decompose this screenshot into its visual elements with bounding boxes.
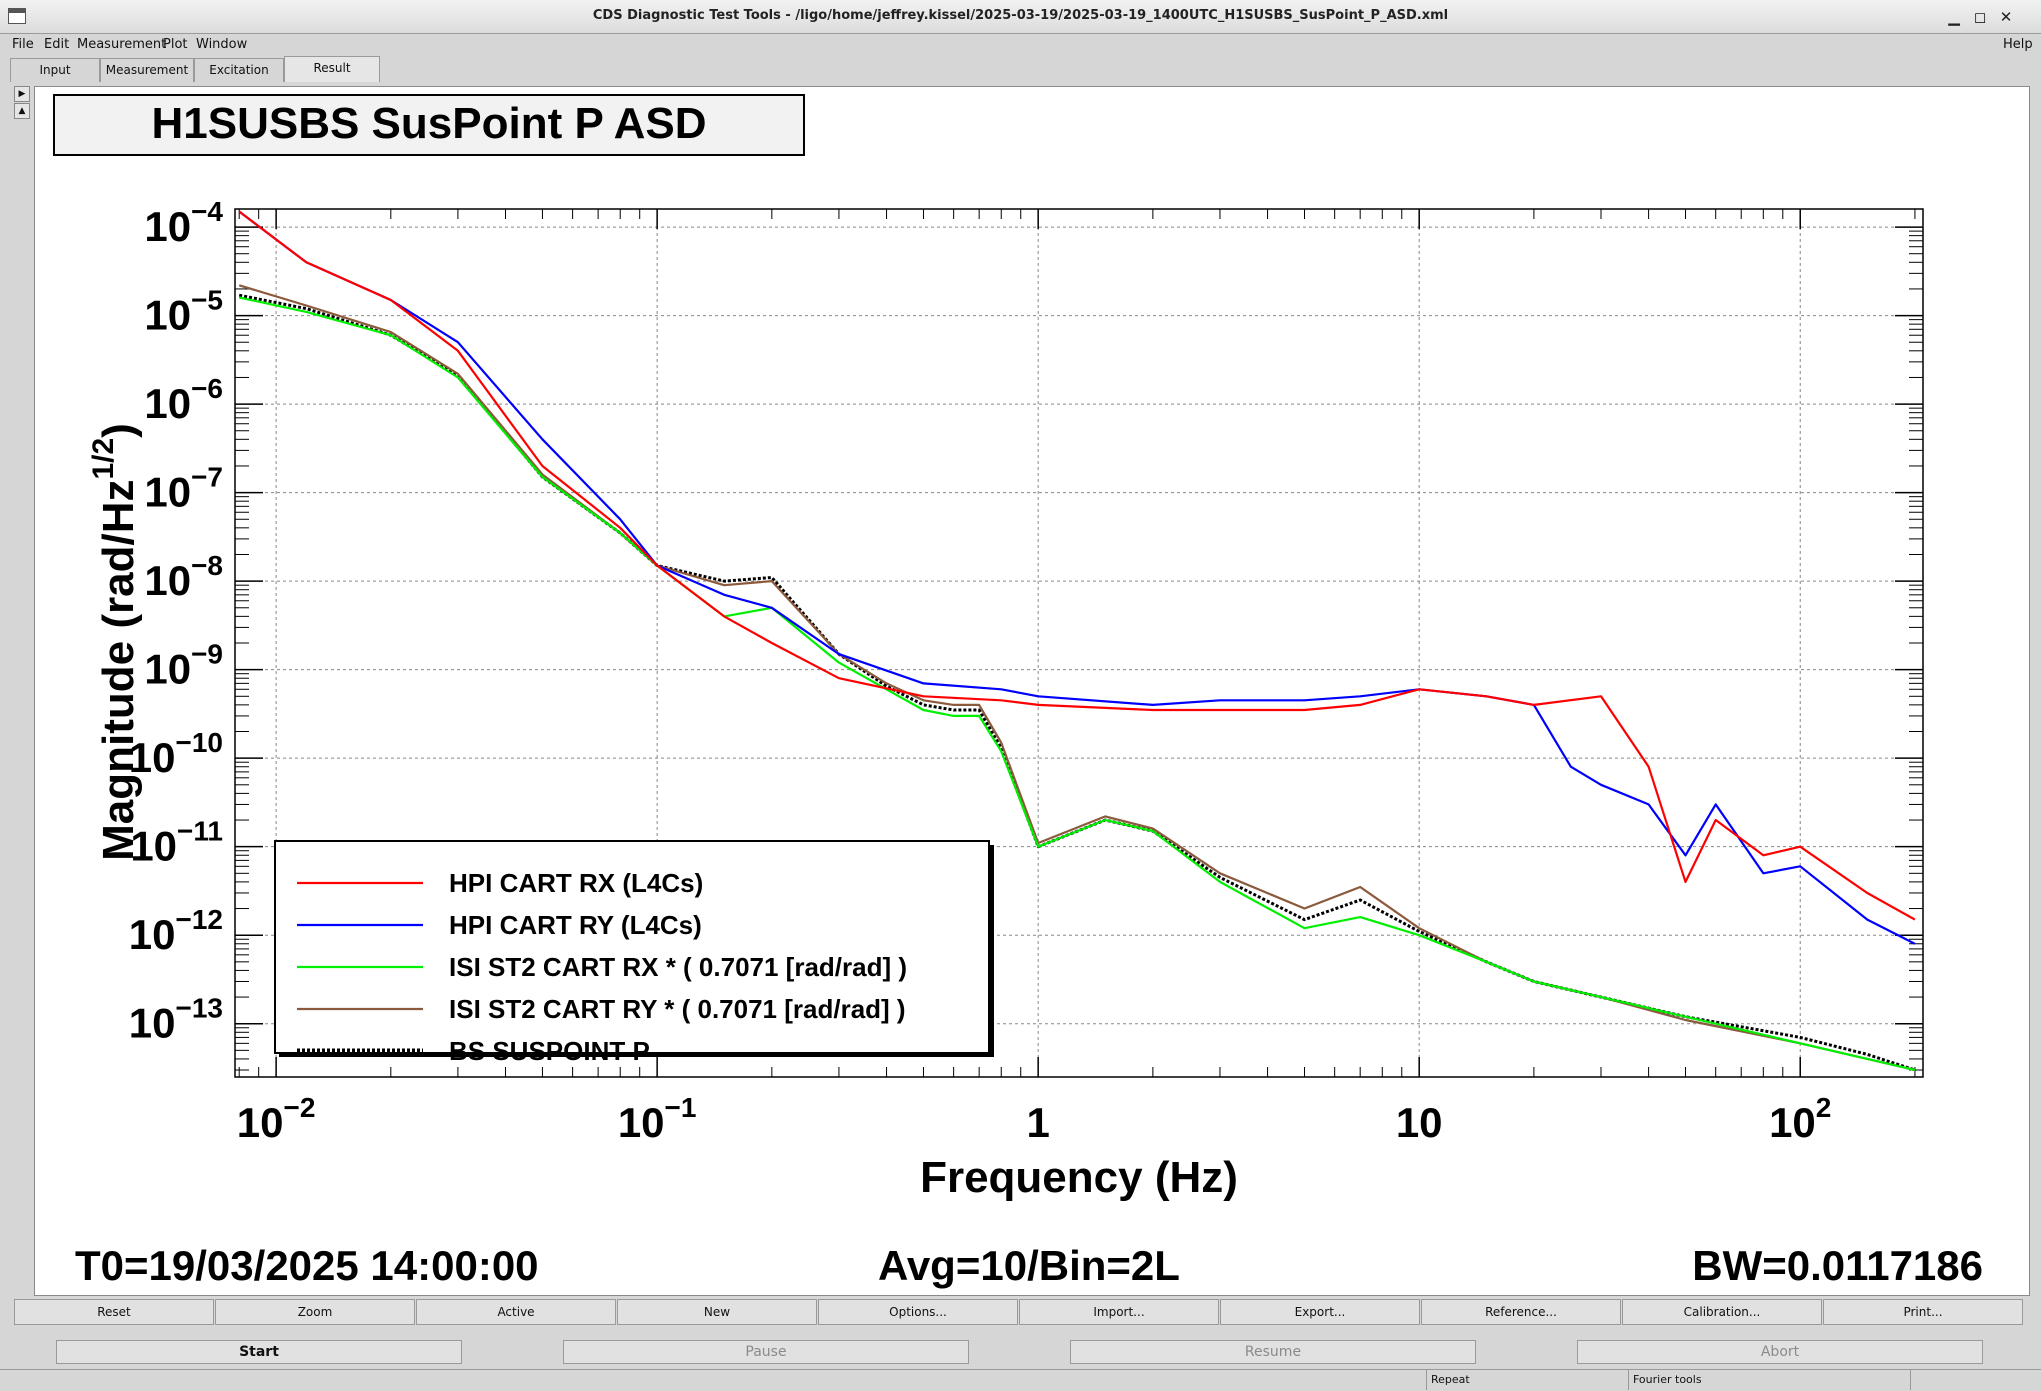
y-tick-label: 10−12 [129, 904, 223, 958]
legend-label: HPI CART RX (L4Cs) [449, 868, 703, 898]
start-button[interactable]: Start [56, 1340, 462, 1364]
y-tick-label: 10−7 [144, 462, 223, 516]
y-tick-label: 10−4 [144, 196, 223, 250]
status-fourier-tools: Fourier tools [1628, 1370, 1908, 1390]
new-button[interactable]: New [617, 1299, 817, 1325]
y-tick-label: 10−10 [129, 727, 223, 781]
scroll-right-arrow-icon[interactable]: ▶ [14, 86, 30, 102]
series-line-1 [238, 210, 1916, 945]
menu-plot[interactable]: Plot [163, 37, 188, 52]
y-tick-labels: 10−4 10−5 10−6 10−7 10−8 10−9 10−10 10−11 10−12 1… [129, 196, 224, 1047]
resume-button[interactable]: Resume [1070, 1340, 1476, 1364]
avg-label: Avg=10/Bin=2L [878, 1242, 1180, 1289]
plot-title: H1SUSBS SusPoint P ASD [151, 99, 706, 148]
menu-file[interactable]: File [12, 37, 34, 52]
x-tick-label: 102 [1769, 1092, 1831, 1146]
options-button[interactable]: Options... [818, 1299, 1018, 1325]
plot-title-box [53, 94, 805, 156]
title-bar: CDS Diagnostic Test Tools - /ligo/home/j… [0, 0, 2041, 34]
menu-help[interactable]: Help [2003, 37, 2033, 52]
menu-edit[interactable]: Edit [44, 37, 70, 52]
y-tick-label: 10−13 [129, 993, 223, 1047]
print-button[interactable]: Print... [1823, 1299, 2023, 1325]
pause-button[interactable]: Pause [563, 1340, 969, 1364]
x-axis-label: Frequency (Hz) [920, 1153, 1238, 1202]
tab-excitation[interactable]: Excitation [194, 58, 284, 82]
export-button[interactable]: Export... [1220, 1299, 1420, 1325]
status-bar: Repeat Fourier tools [0, 1369, 2041, 1391]
legend-label: HPI CART RY (L4Cs) [449, 910, 702, 940]
x-tick-label: 1 [1026, 1099, 1049, 1146]
legend-label: BS SUSPOINT P [449, 1036, 650, 1066]
reference-button[interactable]: Reference... [1421, 1299, 1621, 1325]
x-tick-label: 10−2 [237, 1092, 316, 1146]
menu-measurement[interactable]: Measurement [77, 37, 167, 52]
series-line-0 [238, 210, 1916, 921]
y-tick-label: 10−8 [144, 550, 223, 604]
legend-label: ISI ST2 CART RX * ( 0.7071 [rad/rad] ) [449, 952, 907, 982]
maximize-button[interactable]: ◻ [1973, 8, 1987, 26]
asd-plot[interactable]: H1SUSBS SusPoint P ASD 10−410−510−610−71… [35, 87, 2031, 1297]
status-empty [1910, 1370, 2038, 1390]
window-icon[interactable] [8, 8, 26, 24]
tab-result[interactable]: Result [284, 56, 380, 82]
minimize-button[interactable]: ▁ [1948, 8, 1960, 26]
reset-button[interactable]: Reset [14, 1299, 214, 1325]
x-tick-labels: 10−2 10−1 1 10 102 [237, 1092, 1832, 1146]
abort-button[interactable]: Abort [1577, 1340, 1983, 1364]
legend: HPI CART RX (L4Cs) HPI CART RY (L4Cs) ISI … [274, 840, 994, 1066]
status-repeat: Repeat [1426, 1370, 1626, 1390]
series-layer [238, 210, 1916, 1072]
x-tick-label: 10−1 [618, 1092, 697, 1146]
y-tick-label: 10−11 [130, 816, 223, 870]
plot-controls: Reset Zoom Active New Options... Import.… [14, 1299, 2030, 1325]
calibration-button[interactable]: Calibration... [1622, 1299, 1822, 1325]
active-button[interactable]: Active [416, 1299, 616, 1325]
plot-panel: H1SUSBS SusPoint P ASD 10−4 10−5 10−6 10−7 1… [34, 86, 2030, 1296]
close-button[interactable]: ✕ [1999, 8, 2013, 26]
tab-measurement[interactable]: Measurement [100, 58, 194, 82]
series-line-2 [238, 296, 1916, 1072]
legend-label: ISI ST2 CART RY * ( 0.7071 [rad/rad] ) [449, 994, 906, 1024]
x-tick-label: 10 [1396, 1099, 1443, 1146]
t0-label: T0=19/03/2025 14:00:00 [75, 1242, 539, 1289]
menu-bar: File Edit Measurement Plot Window Help [0, 34, 2041, 56]
y-tick-label: 10−9 [144, 639, 223, 693]
window-title: CDS Diagnostic Test Tools - /ligo/home/j… [592, 8, 1449, 23]
zoom-button[interactable]: Zoom [215, 1299, 415, 1325]
y-tick-label: 10−6 [144, 373, 223, 427]
bw-label: BW=0.0117186 [1692, 1242, 1983, 1289]
menu-window[interactable]: Window [196, 37, 248, 52]
import-button[interactable]: Import... [1019, 1299, 1219, 1325]
scroll-up-arrow-icon[interactable]: ▲ [14, 103, 30, 119]
y-tick-label: 10−5 [144, 285, 223, 339]
y-axis-label: Magnitude (rad/Hz1/2) [87, 423, 143, 861]
tab-input[interactable]: Input [10, 58, 100, 82]
run-controls: Start Pause Resume Abort [0, 1340, 2041, 1366]
